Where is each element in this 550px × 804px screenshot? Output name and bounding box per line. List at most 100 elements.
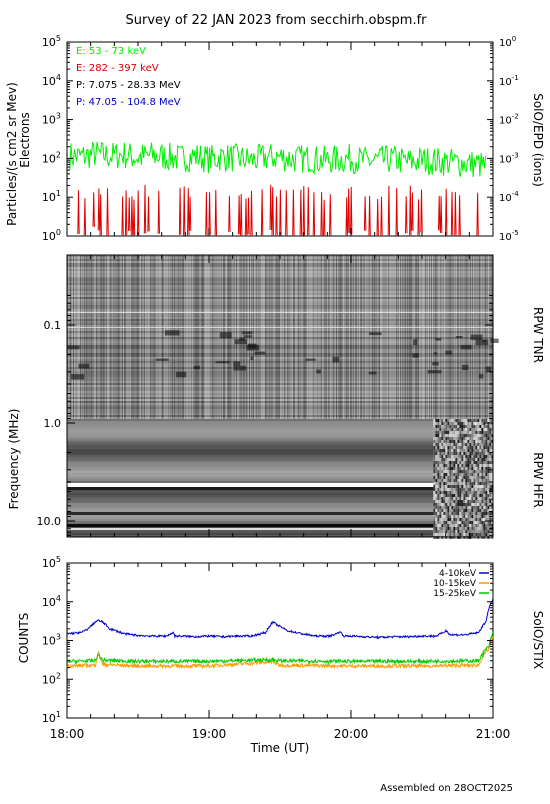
hfr-noise-cell [437, 518, 440, 521]
hfr-noise-cell [463, 476, 466, 479]
tnr-stripe [266, 255, 267, 419]
tnr-stripe [175, 255, 176, 419]
hfr-noise-cell [449, 509, 452, 512]
hfr-noise-cell [449, 527, 452, 530]
hfr-noise-cell [443, 434, 446, 437]
hfr-noise-cell [459, 518, 462, 521]
hfr-noise-cell [449, 500, 452, 503]
hfr-noise-cell [473, 476, 476, 479]
hfr-noise-cell [481, 473, 484, 476]
tnr-stripe [115, 255, 116, 419]
epd-right-tick-label: 10-3 [499, 151, 519, 165]
hfr-noise-cell [457, 461, 460, 464]
hfr-noise-cell [479, 518, 482, 521]
tnr-stripe [201, 255, 202, 419]
hfr-noise-cell [437, 443, 440, 446]
hfr-noise-cell [457, 521, 460, 524]
tnr-stripe [133, 255, 134, 419]
hfr-noise-cell [487, 473, 490, 476]
hfr-noise-cell [477, 506, 480, 509]
hfr-noise-cell [489, 449, 492, 452]
tnr-stripe [347, 255, 348, 419]
hfr-band [67, 423, 434, 425]
hfr-noise-cell [467, 515, 470, 518]
tnr-stripe [342, 255, 343, 419]
hfr-noise-cell [487, 527, 490, 530]
hfr-band [67, 453, 434, 455]
hfr-noise-cell [473, 449, 476, 452]
hfr-noise-cell [481, 476, 484, 479]
hfr-noise-cell [491, 506, 494, 509]
hfr-noise-cell [489, 452, 492, 455]
hfr-noise-cell [453, 500, 456, 503]
hfr-noise-cell [465, 485, 468, 488]
tnr-stripe [239, 255, 240, 419]
hfr-noise-cell [439, 500, 442, 503]
hfr-noise-cell [487, 470, 490, 473]
hfr-noise-cell [483, 446, 486, 449]
hfr-noise-cell [441, 518, 444, 521]
hfr-noise-cell [469, 431, 472, 434]
hfr-noise-cell [433, 422, 436, 425]
tnr-stripe [159, 255, 160, 419]
hfr-noise-cell [469, 506, 472, 509]
tnr-stripe [153, 255, 154, 419]
hfr-noise-cell [447, 443, 450, 446]
rpw-ytick-label: 10.0 [37, 515, 62, 528]
hfr-noise-cell [477, 434, 480, 437]
tnr-stripe [399, 255, 400, 419]
tnr-stripe [313, 255, 314, 419]
hfr-noise-cell [459, 521, 462, 524]
hfr-noise-cell [453, 446, 456, 449]
tnr-band [67, 411, 493, 413]
hfr-noise-cell [447, 530, 450, 533]
hfr-noise-cell [481, 506, 484, 509]
hfr-noise-cell [455, 530, 458, 533]
hfr-noise-cell [471, 464, 474, 467]
hfr-noise-cell [457, 440, 460, 443]
hfr-noise-cell [487, 524, 490, 527]
tnr-stripe [237, 255, 238, 419]
hfr-noise-cell [447, 428, 450, 431]
hfr-noise-cell [459, 455, 462, 458]
epd-ytick-label: 101 [42, 189, 61, 204]
hfr-noise-cell [481, 500, 484, 503]
tnr-band [67, 403, 493, 405]
hfr-noise-cell [483, 482, 486, 485]
hfr-noise-cell [439, 524, 442, 527]
hfr-noise-cell [451, 500, 454, 503]
hfr-noise-cell [489, 521, 492, 524]
hfr-noise-cell [439, 461, 442, 464]
tnr-band [67, 339, 493, 341]
hfr-noise-cell [445, 482, 448, 485]
hfr-noise-cell [433, 506, 436, 509]
tnr-stripe [490, 255, 491, 419]
hfr-noise-cell [433, 500, 436, 503]
hfr-noise-cell [441, 503, 444, 506]
hfr-noise-cell [473, 512, 476, 515]
hfr-noise-cell [453, 461, 456, 464]
tnr-stripe [353, 255, 354, 419]
tnr-stripe [218, 255, 219, 419]
hfr-noise-cell [455, 515, 458, 518]
hfr-noise-cell [433, 530, 436, 533]
hfr-noise-cell [455, 452, 458, 455]
hfr-noise-cell [479, 428, 482, 431]
hfr-noise-cell [451, 428, 454, 431]
hfr-noise-cell [453, 506, 456, 509]
hfr-noise-cell [439, 473, 442, 476]
hfr-noise-cell [455, 440, 458, 443]
tnr-band [67, 355, 493, 357]
hfr-noise-cell [459, 425, 462, 428]
hfr-noise-cell [475, 431, 478, 434]
hfr-noise-cell [459, 443, 462, 446]
hfr-noise-cell [467, 440, 470, 443]
hfr-noise-cell [449, 419, 452, 422]
hfr-noise-cell [447, 497, 450, 500]
hfr-noise-cell [437, 506, 440, 509]
tnr-emission [254, 351, 266, 355]
hfr-noise-cell [481, 428, 484, 431]
hfr-noise-cell [491, 458, 494, 461]
hfr-noise-cell [469, 476, 472, 479]
